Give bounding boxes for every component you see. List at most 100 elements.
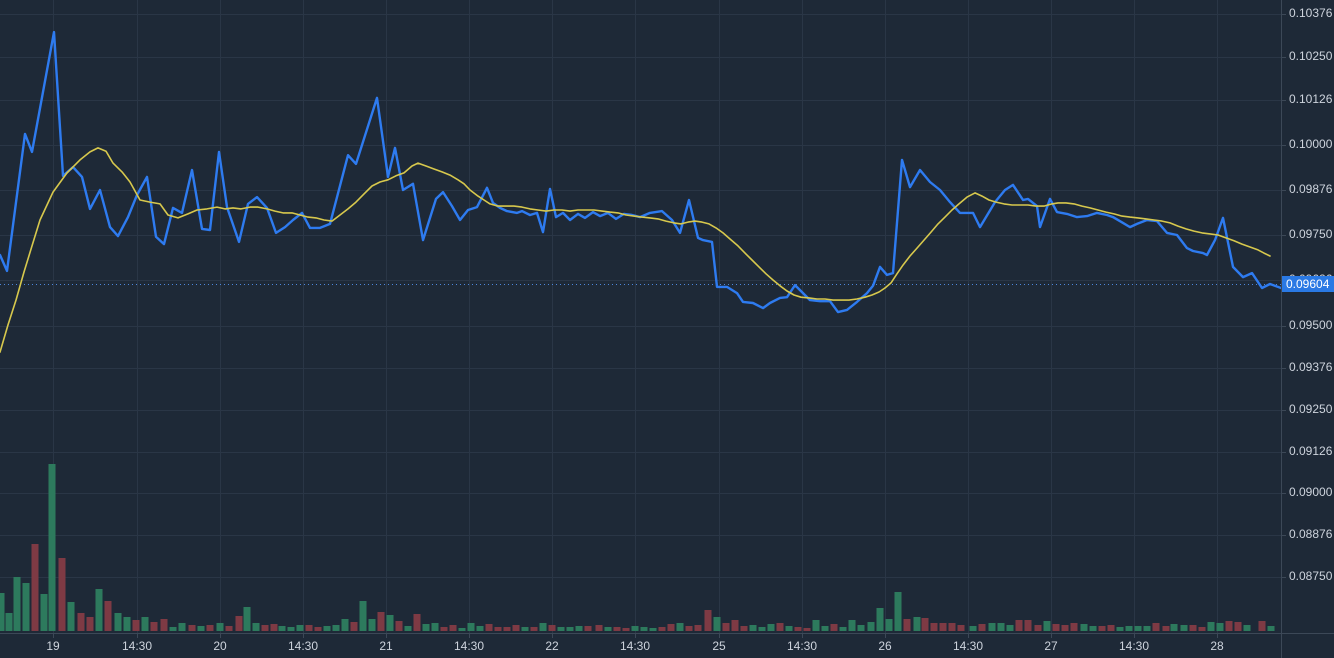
volume-bar	[785, 626, 793, 631]
volume-bar	[885, 619, 893, 631]
volume-bar	[848, 620, 856, 631]
time-tick-label: 14:30	[121, 639, 153, 653]
time-axis-tickmark	[968, 634, 969, 638]
price-axis-tickmark	[1282, 452, 1286, 453]
volume-bar	[694, 625, 702, 631]
volume-bar	[1267, 626, 1275, 631]
volume-bar	[243, 607, 251, 631]
volume-bar	[930, 623, 938, 631]
volume-bar	[1143, 626, 1151, 631]
volume-bar	[713, 617, 721, 631]
volume-bar	[296, 625, 304, 631]
volume-bar	[566, 627, 574, 631]
chart-pane[interactable]	[0, 0, 1281, 633]
volume-bar	[575, 626, 583, 631]
price-line	[0, 30, 1281, 314]
volume-bar	[377, 612, 385, 631]
time-tick-label: 20	[213, 639, 227, 653]
price-axis-tickmark	[1282, 326, 1286, 327]
time-axis-tickmark	[53, 634, 54, 638]
volume-bar	[1098, 626, 1106, 631]
volume-bar	[1162, 626, 1170, 631]
volume-bar	[404, 626, 412, 631]
current-price-label: 0.09604	[1282, 276, 1334, 292]
time-axis-tickmark	[552, 634, 553, 638]
time-tick-label: 14:30	[786, 639, 818, 653]
volume-bar	[584, 626, 592, 631]
volume-bar	[613, 627, 621, 631]
volume-bar	[40, 594, 48, 631]
time-axis-tickmark	[386, 634, 387, 638]
volume-bar	[114, 613, 122, 631]
time-axis[interactable]: 19 14:30 20 14:30 21 14:30 22 14:30 25 14:30 26 14:…	[0, 633, 1334, 658]
volume-bar	[395, 621, 403, 631]
price-axis[interactable]: 0.09604 0.10376 0.10250 0.10126 0.10000 0.09…	[1281, 0, 1334, 658]
volume-bar	[1089, 626, 1097, 631]
volume-bar	[95, 589, 103, 631]
volume-bar	[749, 625, 757, 631]
volume-bar	[969, 626, 977, 631]
volume-bar	[341, 619, 349, 631]
price-tick-label: 0.10250	[1289, 49, 1333, 63]
volume-bar	[676, 623, 684, 631]
volume-bar	[476, 626, 484, 631]
volume-bar	[13, 577, 21, 631]
volume-bar	[350, 622, 358, 631]
volume-bar	[206, 625, 214, 631]
price-tick-label: 0.09750	[1289, 227, 1333, 241]
time-tick-label: 14:30	[453, 639, 485, 653]
volume-bar	[485, 624, 493, 631]
time-tick-label: 25	[712, 639, 726, 653]
volume-bar	[640, 627, 648, 631]
volume-bar	[903, 619, 911, 631]
volume-bar	[1043, 621, 1051, 631]
time-axis-tickmark	[719, 634, 720, 638]
volume-bar	[188, 625, 196, 631]
ma-line	[0, 147, 1271, 353]
volume-bar	[913, 617, 921, 631]
volume-bar	[548, 625, 556, 631]
volume-bar	[767, 624, 775, 631]
volume-bar	[1006, 625, 1014, 631]
volume-bar	[939, 623, 947, 631]
volume-bar	[978, 624, 986, 631]
time-axis-tickmark	[1134, 634, 1135, 638]
volume-bar	[503, 627, 511, 631]
volume-bar	[667, 624, 675, 631]
volume-bar	[278, 626, 286, 631]
volume-bar	[539, 623, 547, 631]
time-axis-tickmark	[469, 634, 470, 638]
current-price-value: 0.09604	[1286, 277, 1330, 291]
volume-bar	[948, 623, 956, 631]
volume-bar	[1061, 625, 1069, 631]
price-tick-label: 0.10126	[1289, 92, 1333, 106]
price-tick-label: 0.09500	[1289, 318, 1333, 332]
time-axis-tickmark	[220, 634, 221, 638]
time-axis-tickmark	[303, 634, 304, 638]
volume-bar	[1125, 626, 1133, 631]
price-tick-label: 0.10376	[1289, 6, 1333, 20]
volume-bar	[77, 613, 85, 631]
volume-bar	[921, 618, 929, 631]
time-tick-label: 19	[46, 639, 60, 653]
volume-bar	[794, 627, 802, 631]
price-axis-tickmark	[1282, 100, 1286, 101]
volume-bar	[649, 628, 657, 631]
volume-bar	[216, 623, 224, 631]
volume-bar	[1034, 625, 1042, 631]
volume-bar	[413, 614, 421, 631]
volume-bar	[530, 627, 538, 631]
volume-bar	[988, 623, 996, 631]
volume-bar	[1234, 622, 1242, 631]
volume-bar	[740, 626, 748, 631]
volume-bar	[5, 613, 13, 631]
price-tick-label: 0.08750	[1289, 569, 1333, 583]
time-tick-label: 14:30	[619, 639, 651, 653]
price-axis-tickmark	[1282, 235, 1286, 236]
volume-bar	[422, 624, 430, 631]
price-tick-label: 0.09876	[1289, 182, 1333, 196]
volume-bar	[1258, 621, 1266, 631]
volume-bar	[123, 617, 131, 631]
volume-bar	[287, 627, 295, 631]
